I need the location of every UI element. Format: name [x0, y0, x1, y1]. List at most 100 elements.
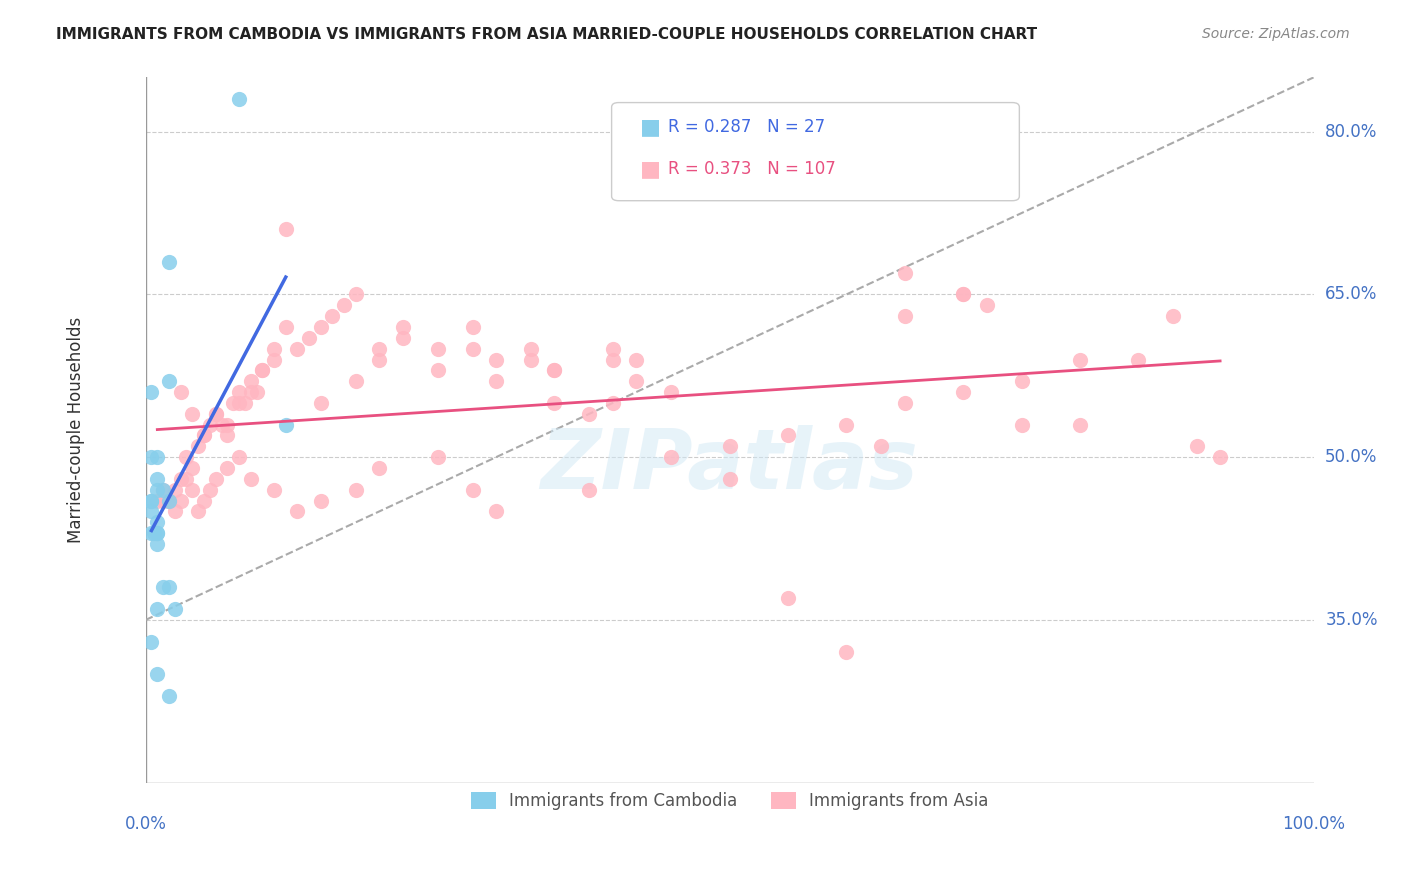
- Text: 80.0%: 80.0%: [1326, 123, 1378, 141]
- Point: [718, 472, 741, 486]
- Point: [157, 255, 180, 269]
- Point: [274, 417, 297, 432]
- Point: [157, 493, 180, 508]
- Text: Married-couple Households: Married-couple Households: [66, 317, 84, 543]
- Point: [217, 461, 239, 475]
- Point: [344, 374, 367, 388]
- Point: [718, 439, 741, 453]
- Point: [624, 374, 647, 388]
- Point: [146, 450, 169, 465]
- Point: [368, 352, 391, 367]
- Point: [894, 266, 917, 280]
- Point: [252, 363, 274, 377]
- Point: [976, 298, 998, 312]
- Point: [952, 287, 974, 301]
- Point: [157, 493, 180, 508]
- Point: [176, 450, 198, 465]
- Text: R = 0.373   N = 107: R = 0.373 N = 107: [668, 161, 835, 178]
- Point: [1209, 450, 1232, 465]
- Point: [141, 493, 163, 508]
- Text: 65.0%: 65.0%: [1326, 285, 1378, 303]
- Point: [146, 667, 169, 681]
- Text: Source: ZipAtlas.com: Source: ZipAtlas.com: [1202, 27, 1350, 41]
- Point: [187, 439, 209, 453]
- Point: [163, 483, 186, 497]
- Point: [321, 309, 343, 323]
- Point: [228, 396, 250, 410]
- Text: ■: ■: [640, 117, 661, 136]
- Point: [181, 407, 204, 421]
- Point: [461, 483, 484, 497]
- Point: [146, 526, 169, 541]
- Point: [239, 374, 262, 388]
- Point: [217, 417, 239, 432]
- Point: [776, 428, 799, 442]
- Point: [1011, 374, 1033, 388]
- Point: [309, 493, 332, 508]
- Point: [624, 352, 647, 367]
- Point: [163, 602, 186, 616]
- Point: [344, 483, 367, 497]
- Point: [211, 417, 233, 432]
- Point: [252, 363, 274, 377]
- Point: [368, 342, 391, 356]
- Point: [146, 516, 169, 530]
- Point: [309, 396, 332, 410]
- Point: [391, 320, 413, 334]
- Point: [146, 493, 169, 508]
- Point: [142, 526, 165, 541]
- Point: [426, 342, 449, 356]
- Point: [141, 385, 163, 400]
- Point: [157, 581, 180, 595]
- Point: [169, 472, 191, 486]
- Point: [263, 483, 285, 497]
- Point: [426, 450, 449, 465]
- Point: [169, 385, 191, 400]
- Point: [263, 352, 285, 367]
- Point: [217, 428, 239, 442]
- Point: [181, 483, 204, 497]
- Point: [187, 504, 209, 518]
- Point: [543, 396, 565, 410]
- Point: [1128, 352, 1150, 367]
- Point: [952, 385, 974, 400]
- Point: [204, 407, 226, 421]
- Point: [176, 472, 198, 486]
- Point: [426, 363, 449, 377]
- Point: [485, 504, 508, 518]
- Point: [198, 417, 221, 432]
- Point: [263, 342, 285, 356]
- Point: [233, 396, 256, 410]
- Point: [146, 483, 169, 497]
- Point: [146, 472, 169, 486]
- Point: [578, 407, 600, 421]
- Point: [163, 504, 186, 518]
- Point: [181, 461, 204, 475]
- Point: [152, 493, 174, 508]
- Point: [141, 504, 163, 518]
- Point: [485, 374, 508, 388]
- Point: [193, 428, 215, 442]
- Point: [1163, 309, 1185, 323]
- Point: [222, 396, 245, 410]
- Point: [543, 363, 565, 377]
- Point: [952, 287, 974, 301]
- Point: [146, 602, 169, 616]
- Point: [461, 342, 484, 356]
- Point: [894, 309, 917, 323]
- Point: [141, 526, 163, 541]
- Point: [157, 689, 180, 703]
- Point: [333, 298, 356, 312]
- Point: [239, 472, 262, 486]
- Point: [835, 113, 858, 128]
- Point: [602, 352, 624, 367]
- Point: [659, 385, 682, 400]
- Point: [309, 320, 332, 334]
- Legend: Immigrants from Cambodia, Immigrants from Asia: Immigrants from Cambodia, Immigrants fro…: [464, 785, 995, 817]
- Point: [578, 483, 600, 497]
- Point: [141, 634, 163, 648]
- Point: [776, 591, 799, 606]
- Point: [368, 461, 391, 475]
- Text: 0.0%: 0.0%: [125, 815, 166, 833]
- Point: [204, 407, 226, 421]
